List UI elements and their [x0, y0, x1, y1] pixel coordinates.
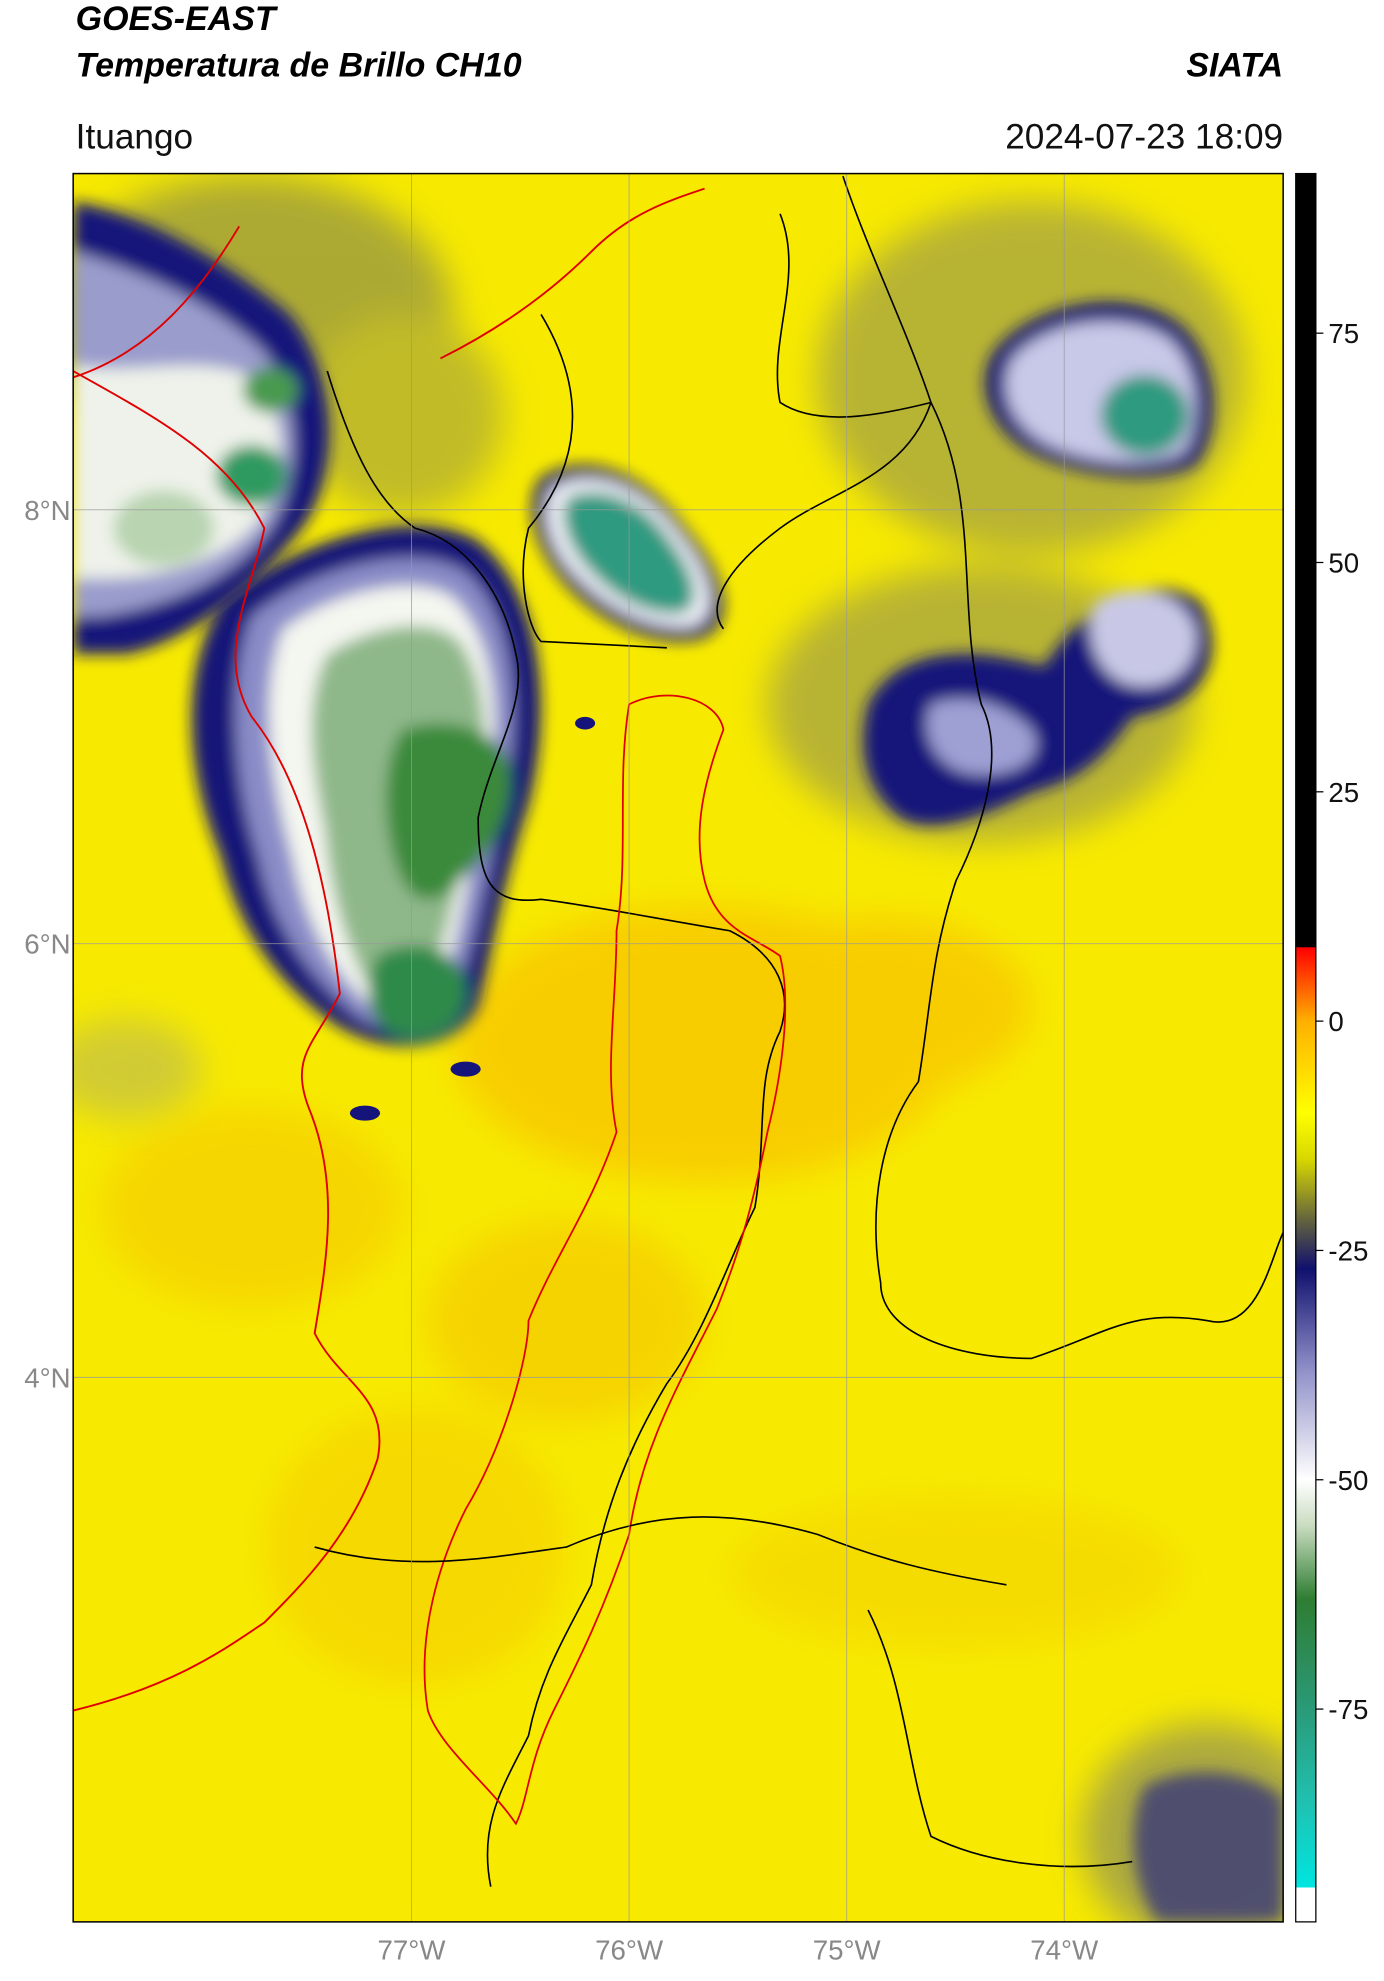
lon-tick-label: 77°W	[378, 1935, 447, 1966]
lat-tick-label: 6°N	[24, 929, 70, 960]
colorbar-tick-label: 0	[1328, 1006, 1343, 1037]
source: SIATA	[1186, 47, 1283, 85]
subtitle: Temperatura de Brillo CH10	[76, 47, 522, 85]
colorbar-tick-label: -75	[1328, 1694, 1368, 1725]
colorbar-tick-label: -50	[1328, 1465, 1368, 1496]
lat-tick-label: 4°N	[24, 1362, 70, 1393]
colorbar-tick-label: 25	[1328, 777, 1359, 808]
lon-tick-label: 75°W	[813, 1935, 882, 1966]
colorbar-tick-label: 50	[1328, 548, 1359, 579]
location: Ituango	[76, 117, 193, 156]
title: GOES-EAST	[76, 0, 279, 38]
map-imagery	[73, 173, 1284, 1922]
lat-tick-label: 8°N	[24, 495, 70, 526]
colorbar	[1295, 172, 1317, 1923]
lon-tick-label: 74°W	[1030, 1935, 1099, 1966]
map-frame	[72, 172, 1284, 1923]
lon-tick-label: 76°W	[595, 1935, 664, 1966]
colorbar-tick-label: -25	[1328, 1236, 1368, 1267]
colorbar-tick-label: 75	[1328, 318, 1359, 349]
datetime: 2024-07-23 18:09	[1005, 117, 1283, 156]
